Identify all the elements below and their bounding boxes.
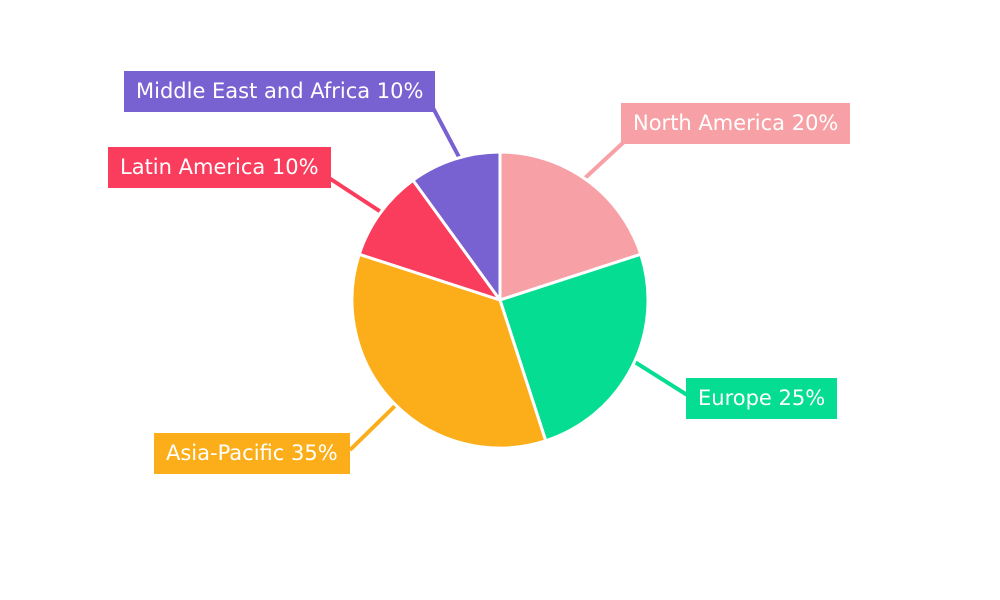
leader-line-latin-america (324, 174, 383, 214)
pie-slice-middle-east-and-africa (411, 150, 502, 302)
leader-line-asia-pacific (348, 400, 401, 452)
leader-line-north-america (582, 138, 628, 181)
leader-line-europe (628, 357, 694, 400)
pie-slice-latin-america (357, 178, 502, 302)
leader-line-middle-east-and-africa (430, 105, 461, 158)
pie-slice-north-america (498, 150, 643, 302)
pie-slice-europe (498, 252, 650, 443)
pie-slice-asia-pacific (350, 252, 548, 450)
